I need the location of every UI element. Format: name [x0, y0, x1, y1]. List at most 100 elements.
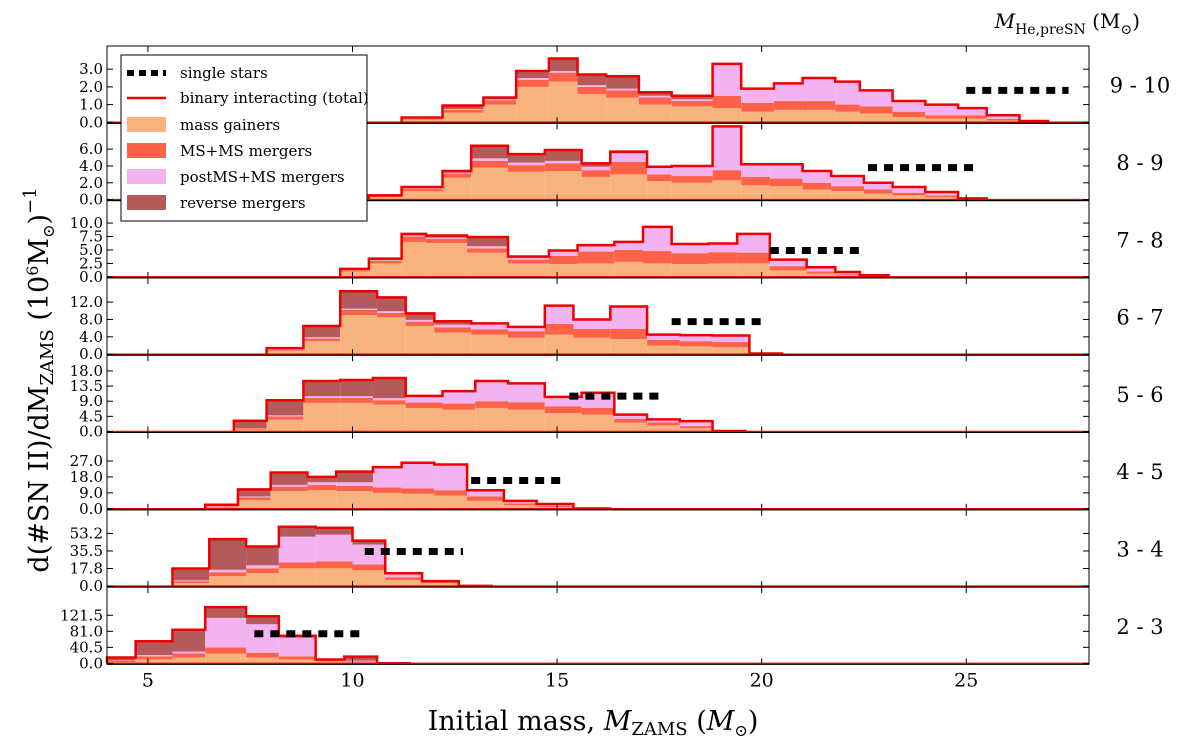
bar-postms-p0-b13 [835, 81, 860, 105]
legend-msms-swatch [127, 143, 166, 158]
bar-msms-p2-b15 [835, 274, 860, 276]
bar-postms-p7-b5 [278, 637, 316, 657]
bar-postms-p0-b6 [606, 88, 639, 91]
bar-mass-gainers-p1-b6 [581, 176, 611, 200]
bar-mass-gainers-p3-b7 [507, 337, 545, 355]
bar-mass-gainers-p3-b11 [647, 345, 680, 355]
bar-mass-gainers-p4-b0 [233, 429, 267, 432]
bar-mass-gainers-p0-b13 [835, 111, 860, 123]
bar-msms-p4-b12 [647, 422, 680, 426]
bar-mass-gainers-p6-b2 [246, 573, 279, 587]
bar-postms-p1-b9 [671, 165, 713, 177]
bar-mass-gainers-p5-b7 [434, 495, 468, 509]
bar-reverse-p0-b5 [577, 74, 607, 86]
bar-postms-p2-b14 [806, 267, 836, 272]
bar-postms-p2-b1 [368, 260, 402, 261]
bar-mass-gainers-p4-b9 [544, 412, 582, 432]
bar-reverse-p3-b2 [340, 291, 378, 309]
bar-postms-p5-b5 [372, 468, 402, 488]
bar-msms-p4-b7 [475, 401, 508, 408]
bar-mass-gainers-p2-b3 [426, 242, 468, 277]
bar-mass-gainers-p0-b17 [958, 118, 987, 123]
bar-mass-gainers-p1-b0 [368, 197, 402, 200]
legend-msms-label: MS+MS mergers [180, 142, 312, 160]
bar-postms-p2-b5 [507, 258, 549, 260]
xtick-label-0: 5 [142, 669, 154, 691]
ytick-label-p2-0: 0.0 [79, 268, 103, 286]
bar-mass-gainers-p5-b8 [467, 500, 504, 509]
bar-postms-p7-b4 [246, 624, 279, 653]
bar-msms-p5-b4 [336, 485, 373, 492]
bar-postms-p1-b10 [712, 126, 742, 171]
bar-postms-p3-b2 [340, 308, 378, 310]
bar-reverse-p0-b6 [606, 76, 639, 89]
bar-postms-p4-b4 [372, 398, 406, 401]
bar-postms-p1-b3 [471, 158, 508, 161]
bar-postms-p1-b1 [401, 187, 443, 189]
bar-reverse-p4-b4 [372, 377, 406, 399]
ytick-label-p3-3: 12.0 [70, 293, 103, 311]
bar-msms-p1-b8 [647, 174, 672, 182]
ytick-label-p5-0: 0.0 [79, 500, 103, 518]
bar-postms-p3-b8 [544, 305, 574, 324]
bar-mass-gainers-p4-b4 [372, 404, 406, 432]
bar-postms-p0-b5 [577, 85, 607, 87]
bar-mass-gainers-p6-b7 [422, 583, 459, 587]
bar-mass-gainers-p2-b8 [614, 261, 644, 277]
legend-mass-gainers-swatch [127, 117, 166, 132]
y-axis-label: d(#SN II)/dMZAMS (106M⊙)−1 [20, 187, 58, 572]
bar-reverse-p0-b1 [442, 105, 484, 110]
bar-msms-p2-b2 [401, 236, 427, 242]
ytick-label-p5-3: 27.0 [70, 452, 103, 470]
bar-msms-p0-b10 [741, 102, 774, 112]
bar-mass-gainers-p7-b5 [278, 659, 316, 664]
bar-mass-gainers-p1-b9 [671, 182, 713, 200]
bar-msms-p5-b9 [503, 503, 537, 506]
bar-mass-gainers-p1-b15 [863, 193, 893, 200]
bar-mass-gainers-p7-b3 [205, 653, 247, 664]
ytick-label-p2-4: 10.0 [70, 214, 103, 232]
bar-msms-p4-b1 [266, 416, 304, 420]
total-line-p3 [265, 289, 784, 355]
ytick-label-p4-4: 18.0 [70, 362, 103, 380]
ytick-label-p3-2: 8.0 [79, 310, 103, 328]
bar-mass-gainers-p5-b2 [270, 491, 308, 509]
bar-mass-gainers-p3-b0 [266, 350, 304, 355]
bar-msms-p0-b14 [859, 106, 893, 114]
bar-mass-gainers-p2-b12 [737, 263, 770, 277]
bar-msms-p2-b9 [643, 251, 672, 264]
ytick-label-p7-3: 121.5 [60, 606, 103, 624]
panel-4: 0.04.59.013.518.0 5 - 6 [70, 354, 1164, 441]
bar-postms-p0-b14 [859, 90, 893, 107]
bar-mass-gainers-p1-b5 [544, 170, 582, 200]
bar-msms-p7-b7 [344, 661, 378, 663]
bar-postms-p7-b2 [172, 651, 206, 654]
bar-msms-p2-b8 [614, 249, 644, 262]
bar-msms-p3-b1 [303, 338, 341, 342]
panels-group: 0.01.02.03.09 - 100.02.04.06.08 - 90.02.… [60, 45, 1171, 691]
bar-postms-p2-b10 [671, 244, 709, 254]
bar-msms-p4-b5 [405, 402, 443, 408]
bar-msms-p6-b0 [172, 581, 210, 584]
bar-postms-p0-b18 [986, 115, 1020, 119]
bar-mass-gainers-p6-b4 [315, 568, 353, 587]
bar-msms-p0-b15 [892, 111, 926, 117]
bar-msms-p4-b8 [507, 402, 545, 410]
ytick-label-p1-0: 0.0 [79, 191, 103, 209]
bar-mass-gainers-p4-b13 [679, 428, 713, 432]
bar-mass-gainers-p0-b8 [671, 106, 713, 123]
panel-label-0: 9 - 10 [1110, 74, 1171, 98]
bar-postms-p4-b7 [475, 381, 508, 402]
bar-mass-gainers-p4-b12 [647, 425, 680, 432]
bar-postms-p3-b5 [434, 324, 472, 328]
bar-mass-gainers-p3-b6 [471, 334, 508, 355]
bar-postms-p7-b7 [344, 660, 378, 662]
bar-reverse-p3-b1 [303, 325, 341, 338]
bar-mass-gainers-p7-b1 [135, 659, 173, 664]
bar-reverse-p0-b3 [516, 70, 549, 79]
legend-single-label: single stars [180, 64, 268, 82]
bar-msms-p1-b4 [507, 165, 545, 172]
total-line-p0 [400, 57, 1050, 123]
